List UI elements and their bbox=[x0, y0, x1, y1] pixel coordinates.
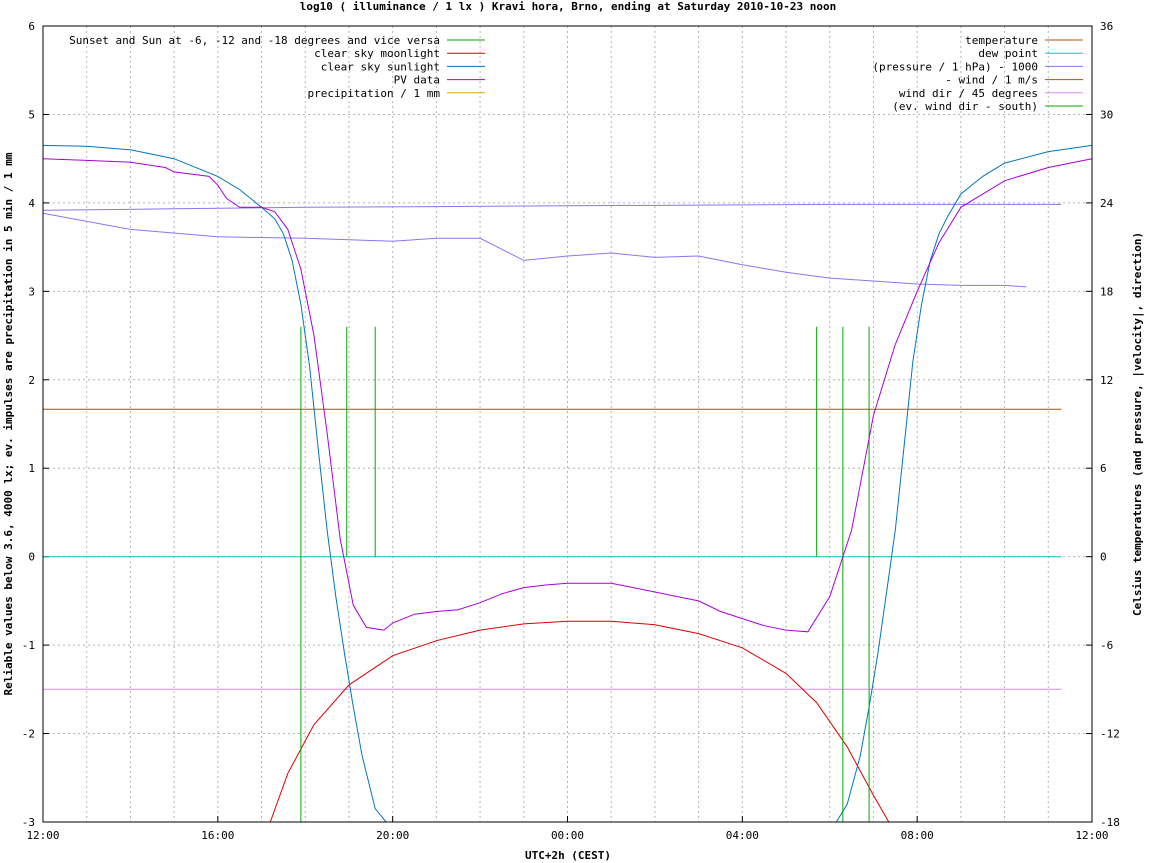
y-left-tick-label: -2 bbox=[22, 728, 35, 741]
y-left-tick-label: 1 bbox=[28, 462, 35, 475]
x-tick-label: 12:00 bbox=[26, 829, 59, 842]
y-left-tick-label: 2 bbox=[28, 374, 35, 387]
legend-left-label: precipitation / 1 mm bbox=[308, 87, 441, 100]
x-tick-label: 04:00 bbox=[726, 829, 759, 842]
y-left-tick-label: 0 bbox=[28, 551, 35, 564]
moonlight-line bbox=[269, 620, 890, 823]
y-axis-left-label: Reliable values below 3.6, 4000 lx; ev. … bbox=[2, 152, 15, 695]
legend-left-label: clear sky moonlight bbox=[314, 47, 440, 60]
y-right-tick-label: -6 bbox=[1100, 639, 1113, 652]
y-right-tick-label: 12 bbox=[1100, 374, 1113, 387]
y-right-tick-label: -18 bbox=[1100, 816, 1120, 829]
series-layer bbox=[42, 144, 1093, 823]
y-right-tick-label: 6 bbox=[1100, 462, 1107, 475]
y-left-tick-label: -3 bbox=[22, 816, 35, 829]
x-axis-label: UTC+2h (CEST) bbox=[525, 849, 611, 862]
y-left-tick-label: 3 bbox=[28, 285, 35, 298]
x-tick-label: 20:00 bbox=[376, 829, 409, 842]
y-right-tick-label: 36 bbox=[1100, 20, 1113, 33]
x-tick-label: 16:00 bbox=[201, 829, 234, 842]
x-tick-label: 00:00 bbox=[551, 829, 584, 842]
legend-right-label: (pressure / 1 hPa) - 1000 bbox=[872, 60, 1038, 73]
legend-right-label: temperature bbox=[965, 34, 1038, 47]
legend-left-label: Sunset and Sun at -6, -12 and -18 degree… bbox=[69, 34, 440, 47]
pressure-upper-line bbox=[42, 203, 1062, 211]
legend-left-label: PV data bbox=[394, 74, 440, 87]
plot-frame bbox=[42, 25, 1093, 823]
y-left-tick-label: 5 bbox=[28, 108, 35, 121]
y-right-tick-label: -12 bbox=[1100, 728, 1120, 741]
legend-right-label: wind dir / 45 degrees bbox=[899, 87, 1038, 100]
sunlight-line bbox=[42, 144, 1093, 823]
y-right-tick-label: 30 bbox=[1100, 108, 1113, 121]
y-right-tick-label: 18 bbox=[1100, 285, 1113, 298]
chart-title: log10 ( illuminance / 1 lx ) Kravi hora,… bbox=[300, 0, 836, 13]
legend-right-label: dew point bbox=[978, 47, 1038, 60]
x-tick-label: 08:00 bbox=[901, 829, 934, 842]
y-left-tick-label: -1 bbox=[22, 639, 35, 652]
y-right-tick-label: 0 bbox=[1100, 551, 1107, 564]
pv-data-line bbox=[42, 158, 1093, 633]
y-axis-right-label: Celsius temperatures (and pressure, |vel… bbox=[1131, 232, 1144, 616]
y-left-tick-label: 6 bbox=[28, 20, 35, 33]
legend: Sunset and Sun at -6, -12 and -18 degree… bbox=[69, 34, 1083, 113]
legend-right-label: - wind / 1 m/s bbox=[945, 74, 1038, 87]
legend-right-label: (ev. wind dir - south) bbox=[892, 100, 1038, 113]
legend-left-label: clear sky sunlight bbox=[321, 60, 440, 73]
y-right-tick-label: 24 bbox=[1100, 197, 1114, 210]
y-left-tick-label: 4 bbox=[28, 197, 35, 210]
x-tick-label: 12:00 bbox=[1075, 829, 1108, 842]
pressure-line bbox=[42, 212, 1027, 288]
